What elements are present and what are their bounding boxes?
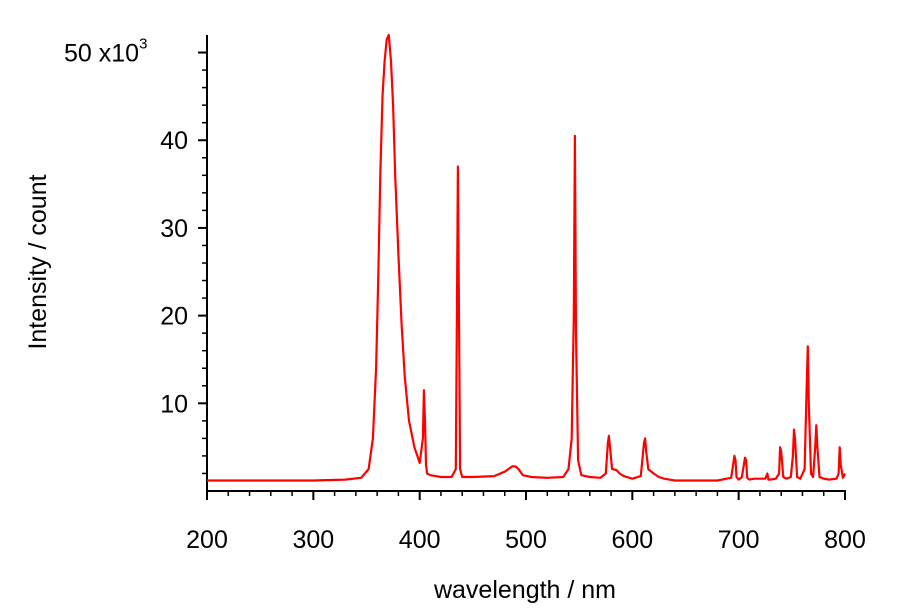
- y-axis: 10 20 30 40 50 x103: [64, 35, 208, 492]
- spectrum-line: [207, 33, 846, 482]
- x-axis: 200 300 400 500 600 700 800: [186, 490, 866, 554]
- x-tick-label: 200: [186, 526, 228, 554]
- x-tick-label: 400: [399, 526, 441, 554]
- x-ticks: 200 300 400 500 600 700 800: [186, 491, 866, 554]
- y-axis-label: Intensity / count: [24, 174, 52, 349]
- x-tick-label: 500: [505, 526, 547, 554]
- x-tick-label: 800: [824, 526, 866, 554]
- y-ticks: 10 20 30 40 50 x103: [64, 36, 207, 475]
- x-tick-label: 600: [611, 526, 653, 554]
- y-tick-label: 50 x103: [64, 36, 147, 68]
- x-tick-label: 700: [718, 526, 760, 554]
- x-tick-label: 300: [292, 526, 334, 554]
- x-axis-label: wavelength / nm: [433, 576, 616, 604]
- y-tick-label: 10: [160, 390, 188, 418]
- y-tick-label: 30: [160, 215, 188, 243]
- y-tick-label: 40: [160, 127, 188, 155]
- series-layer: [207, 33, 846, 482]
- y-tick-label: 20: [160, 303, 188, 331]
